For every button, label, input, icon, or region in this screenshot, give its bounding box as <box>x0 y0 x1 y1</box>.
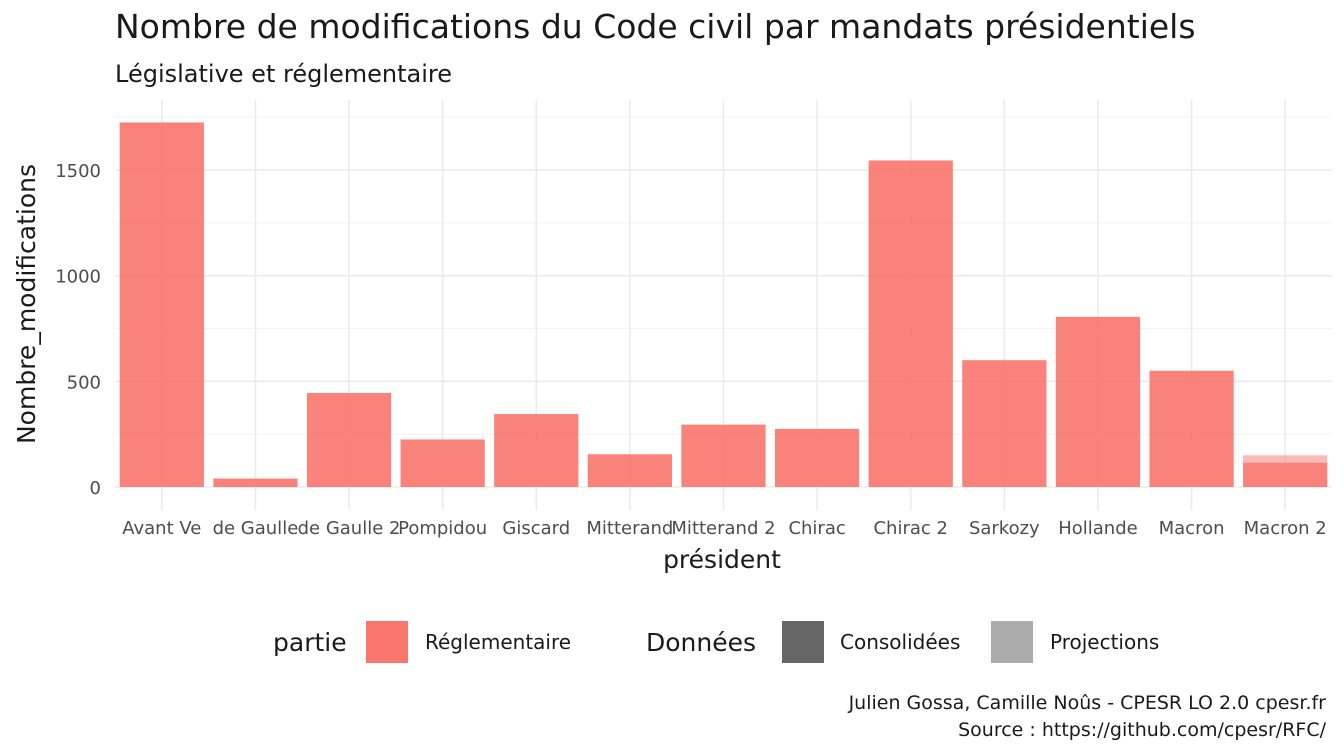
legend-title-partie: partie <box>273 628 347 657</box>
y-axis-ticks: 0 500 1000 1500 <box>55 161 101 499</box>
x-tick-label: Pompidou <box>398 518 487 539</box>
x-tick-label: Macron <box>1159 518 1225 539</box>
x-tick-label: Macron 2 <box>1244 518 1327 539</box>
bar-consolidees <box>774 428 860 487</box>
bar-consolidees <box>1149 370 1234 487</box>
y-axis-title: Nombre_modifications <box>12 164 41 444</box>
chart-subtitle: Législative et réglementaire <box>115 60 452 88</box>
x-tick-label: Chirac 2 <box>873 518 947 539</box>
x-tick-label: Mitterand <box>586 518 673 539</box>
legend-key-reglementaire <box>366 621 408 663</box>
y-tick-label: 1500 <box>55 161 101 182</box>
legend-label-consolidees: Consolidées <box>840 630 960 654</box>
x-tick-label: Chirac <box>788 518 845 539</box>
bar-consolidees <box>213 478 298 487</box>
x-tick-label: de Gaulle 2 <box>298 518 401 539</box>
legend-label-projections: Projections <box>1050 630 1159 654</box>
legend-title-donnees: Données <box>646 628 756 657</box>
y-tick-label: 1000 <box>55 267 101 288</box>
x-tick-label: Giscard <box>502 518 570 539</box>
x-tick-label: Hollande <box>1058 518 1138 539</box>
bar-consolidees <box>868 160 953 488</box>
bar-consolidees <box>306 392 392 487</box>
bar-consolidees <box>681 424 766 487</box>
legend-key-projections <box>991 621 1033 663</box>
x-tick-label: Mitterand 2 <box>671 518 775 539</box>
x-tick-label: Avant Ve <box>122 518 201 539</box>
bar-consolidees <box>1055 316 1141 487</box>
caption-line-2: Source : https://github.com/cpesr/RFC/ <box>958 719 1327 741</box>
bar-consolidees <box>587 454 673 487</box>
bar-consolidees <box>400 439 485 487</box>
y-tick-label: 500 <box>67 372 101 393</box>
bar-consolidees <box>494 414 579 487</box>
chart-title: Nombre de modifications du Code civil pa… <box>115 7 1196 46</box>
bar-consolidees <box>962 360 1047 487</box>
legend-label-reglementaire: Réglementaire <box>425 630 571 654</box>
x-tick-label: Sarkozy <box>969 518 1040 539</box>
bar-consolidees <box>119 122 204 487</box>
bar-consolidees <box>1243 462 1328 487</box>
legend: partie Réglementaire Données Consolidées… <box>273 621 1159 663</box>
y-tick-label: 0 <box>90 478 101 499</box>
bars <box>119 122 1328 488</box>
caption-line-1: Julien Gossa, Camille Noûs - CPESR LO 2.… <box>848 692 1327 714</box>
x-tick-label: de Gaulle <box>213 518 299 539</box>
x-axis-title: président <box>663 545 781 574</box>
legend-key-consolidees <box>782 621 824 663</box>
bar-projections <box>1243 455 1328 463</box>
